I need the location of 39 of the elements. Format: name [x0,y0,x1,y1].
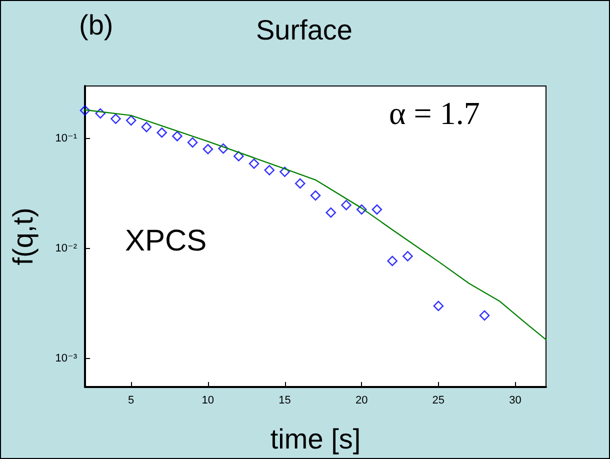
x-tick-label: 25 [432,394,445,406]
x-tick-label: 20 [355,394,368,406]
annotation: XPCS [125,224,207,258]
point [141,122,152,132]
annotation: α = 1.7 [389,95,480,131]
chart-title: Surface [256,14,352,46]
point [372,204,382,215]
point [156,127,167,138]
x-tick-label: 30 [509,394,522,406]
point [341,200,352,210]
x-axis-title: time [s] [270,424,361,454]
point [387,256,398,266]
x-tick-label: 15 [278,394,291,406]
x-tick-label: 10 [202,394,214,406]
x-tick-label: 5 [128,394,134,406]
point [433,300,444,312]
point [126,115,136,126]
point [402,251,413,262]
point [356,204,367,215]
y-tick-label: 10⁻² [55,242,78,254]
point [218,143,228,154]
point [95,108,106,119]
point [80,105,90,116]
y-axis-title: f(q,t) [8,208,38,266]
text: (b) [79,10,114,40]
point [479,310,490,321]
point [187,137,198,148]
point [264,165,275,176]
point [294,178,306,189]
point [326,207,336,218]
point [202,144,214,154]
y-tick-label: 10⁻¹ [55,132,78,144]
point [234,151,244,162]
point [280,166,290,177]
point [110,114,121,124]
point [248,158,260,169]
point [172,130,182,142]
point [310,190,321,201]
y-tick-label: 10⁻³ [55,352,78,364]
